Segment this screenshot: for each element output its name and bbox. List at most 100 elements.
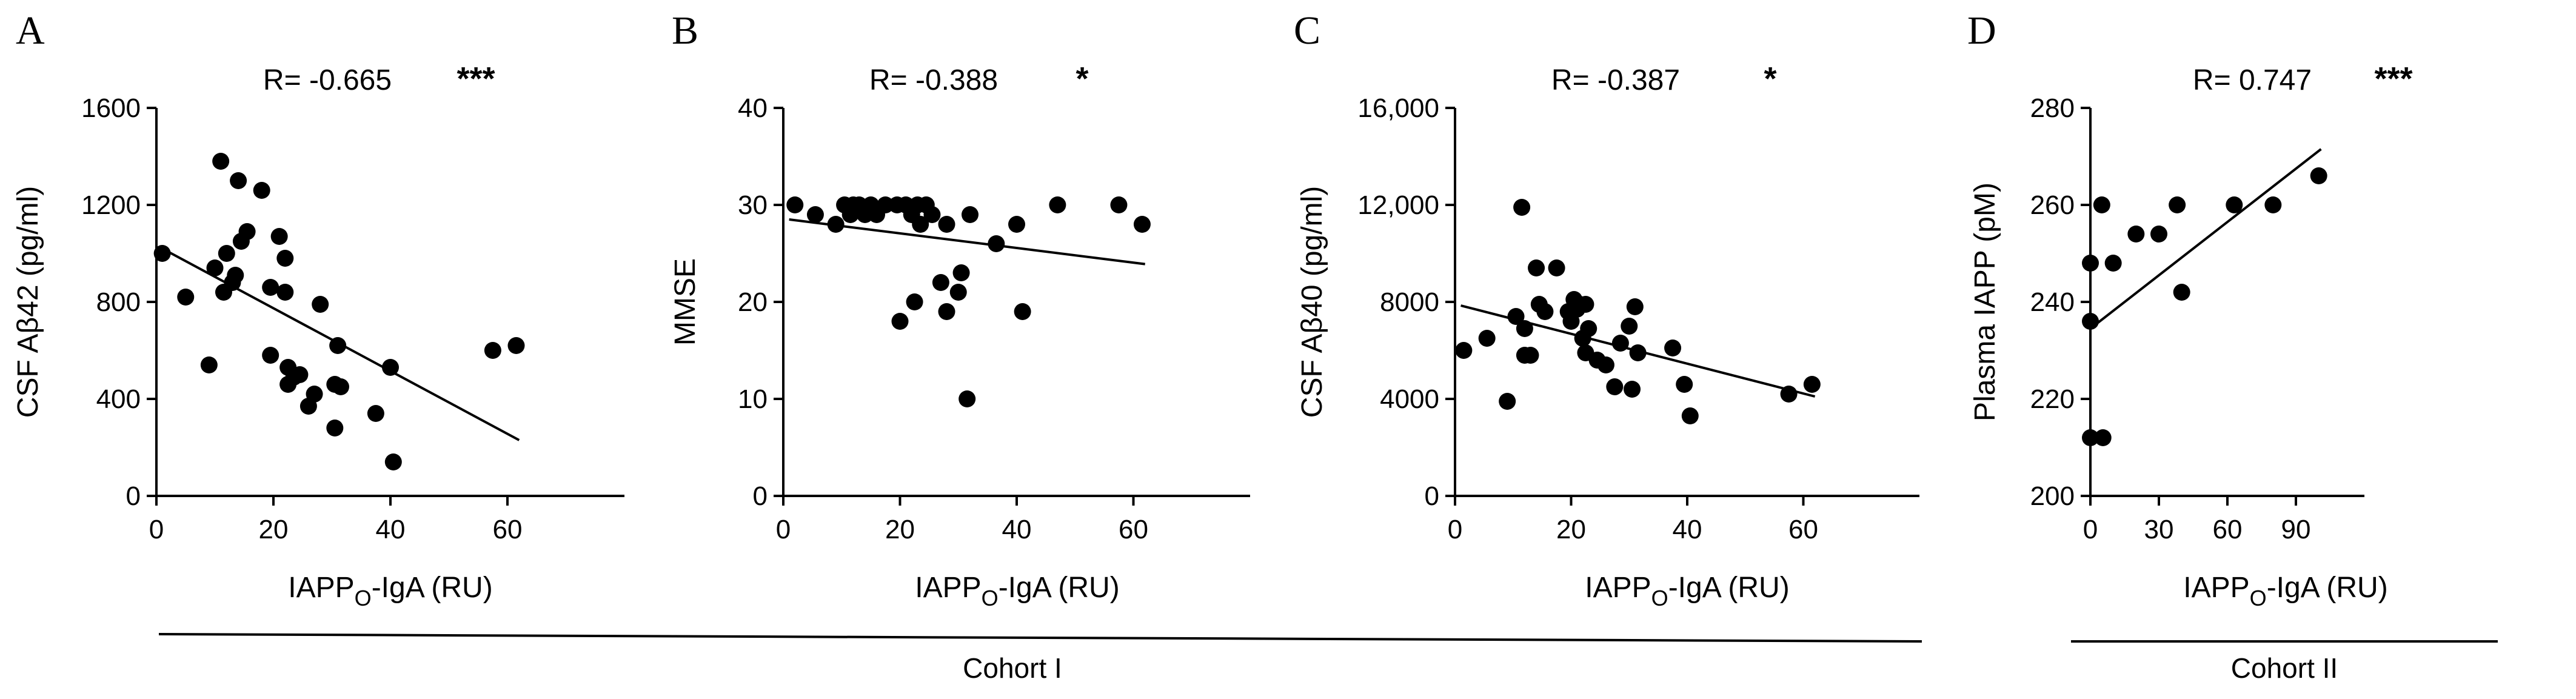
data-point bbox=[952, 264, 970, 281]
x-axis-label-rest: -IgA (RU) bbox=[1668, 572, 1790, 604]
data-point bbox=[2082, 313, 2099, 330]
data-point bbox=[2173, 284, 2190, 301]
y-axis-label: Plasma IAPP (pM) bbox=[1969, 182, 2001, 421]
data-point bbox=[2264, 196, 2282, 213]
data-point bbox=[1803, 376, 1821, 393]
regression-line bbox=[2089, 148, 2322, 330]
data-point bbox=[938, 216, 955, 233]
data-point bbox=[1499, 393, 1516, 410]
y-tick-label: 200 bbox=[2030, 481, 2075, 511]
data-point bbox=[212, 153, 230, 170]
data-point bbox=[382, 359, 399, 376]
data-point bbox=[276, 250, 294, 267]
data-point bbox=[1516, 320, 1533, 337]
panel-a: A 0 400 800 1200 1600 0 20 40 60 CSF Aβ42 (pg/ml) I… bbox=[12, 8, 624, 610]
x-tick-label: 40 bbox=[1673, 515, 1702, 544]
y-tick-label: 10 bbox=[738, 384, 768, 414]
y-tick-label: 20 bbox=[738, 287, 768, 317]
data-point bbox=[262, 279, 279, 296]
correlation-label: R= -0.387 bbox=[1551, 64, 1680, 96]
data-point bbox=[1008, 216, 1025, 233]
data-point bbox=[2082, 255, 2099, 272]
x-tick-label: 0 bbox=[149, 515, 164, 544]
y-tick-label: 400 bbox=[96, 384, 141, 414]
data-point bbox=[230, 172, 247, 189]
panel-c: C 0 4000 8000 12,000 16,000 0 20 40 60 CSF Aβ40 (p… bbox=[1294, 8, 1919, 610]
data-point bbox=[1681, 407, 1699, 424]
data-point bbox=[306, 386, 323, 403]
panel-letter: C bbox=[1294, 8, 1320, 53]
data-point bbox=[1513, 199, 1531, 216]
x-axis-label-rest: -IgA (RU) bbox=[2267, 572, 2388, 604]
x-tick-label: 0 bbox=[2083, 515, 2098, 544]
data-point bbox=[291, 366, 309, 383]
regression-line bbox=[789, 218, 1145, 266]
data-point bbox=[806, 206, 824, 223]
data-point bbox=[1049, 196, 1066, 213]
data-point bbox=[1621, 318, 1638, 335]
panel-b: B 0 10 20 30 40 0 20 40 60 MMSE IAPPO-IgA (RU) R= -0… bbox=[669, 8, 1250, 610]
data-point bbox=[329, 337, 347, 354]
x-axis-label: IAPPO-IgA (RU) bbox=[1585, 572, 1789, 610]
y-axis-label: MMSE bbox=[669, 258, 701, 346]
data-point bbox=[2226, 196, 2243, 213]
data-point bbox=[227, 267, 244, 284]
data-point bbox=[177, 289, 195, 306]
data-point bbox=[367, 405, 384, 422]
data-point bbox=[276, 284, 294, 301]
data-point bbox=[312, 296, 329, 313]
cohort-1-label: Cohort I bbox=[963, 652, 1062, 684]
data-point bbox=[2169, 196, 2186, 213]
data-point bbox=[938, 303, 955, 320]
x-axis-label-rest: -IgA (RU) bbox=[372, 572, 493, 604]
data-point bbox=[1780, 386, 1798, 403]
data-point bbox=[1133, 216, 1151, 233]
x-tick-label: 20 bbox=[885, 515, 915, 544]
x-tick-label: 60 bbox=[1119, 515, 1148, 544]
y-tick-label: 12,000 bbox=[1357, 190, 1439, 220]
data-point bbox=[253, 182, 270, 199]
y-tick-label: 1200 bbox=[81, 190, 141, 220]
data-point bbox=[2310, 167, 2327, 184]
x-tick-label: 90 bbox=[2281, 515, 2311, 544]
data-point bbox=[962, 206, 979, 223]
data-point bbox=[384, 453, 402, 470]
data-point bbox=[1629, 344, 1647, 361]
x-tick-label: 0 bbox=[776, 515, 791, 544]
data-point bbox=[1014, 303, 1031, 320]
data-point bbox=[1597, 356, 1614, 373]
y-tick-label: 40 bbox=[738, 93, 768, 123]
data-point bbox=[153, 245, 171, 262]
data-point bbox=[1110, 196, 1128, 213]
y-tick-label: 240 bbox=[2030, 287, 2075, 317]
x-tick-label: 60 bbox=[1788, 515, 1818, 544]
x-axis-label-subscript: O bbox=[1651, 586, 1668, 610]
data-point bbox=[1626, 298, 1644, 315]
x-axis-label: IAPPO-IgA (RU) bbox=[915, 572, 1119, 610]
x-tick-label: 20 bbox=[1556, 515, 1586, 544]
data-point bbox=[1580, 320, 1597, 337]
x-axis-label-subscript: O bbox=[982, 586, 999, 610]
x-axis-label: IAPPO-IgA (RU) bbox=[2183, 572, 2387, 610]
data-point bbox=[1455, 342, 1473, 359]
y-tick-label: 8000 bbox=[1380, 287, 1439, 317]
data-point bbox=[1606, 378, 1624, 395]
data-point bbox=[1624, 381, 1641, 398]
x-axis-label-subscript: O bbox=[2250, 586, 2267, 610]
y-tick-label: 280 bbox=[2030, 93, 2075, 123]
significance-stars: *** bbox=[2374, 61, 2412, 97]
x-tick-label: 60 bbox=[2213, 515, 2243, 544]
data-point bbox=[218, 245, 235, 262]
y-tick-label: 220 bbox=[2030, 384, 2075, 414]
data-point bbox=[2082, 429, 2099, 446]
panel-letter: D bbox=[1967, 8, 1996, 53]
data-point bbox=[912, 216, 929, 233]
data-point bbox=[786, 196, 804, 213]
data-point bbox=[2094, 429, 2112, 446]
data-point bbox=[1548, 259, 1565, 276]
data-point bbox=[270, 228, 288, 245]
data-point bbox=[923, 206, 941, 223]
y-tick-label: 30 bbox=[738, 190, 768, 220]
